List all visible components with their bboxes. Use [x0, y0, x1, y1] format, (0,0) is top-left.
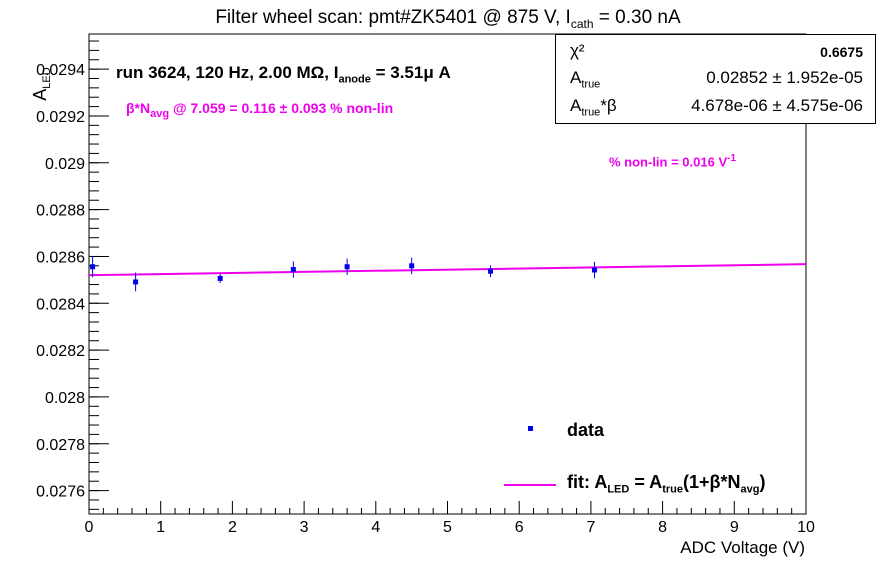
- x-tick-label: 1: [156, 519, 165, 536]
- x-tick-label: 6: [515, 519, 524, 536]
- data-point: [217, 275, 223, 281]
- beta-annotation: β*Navg @ 7.059 = 0.116 ± 0.093 % non-lin: [126, 100, 394, 120]
- legend: [504, 426, 556, 486]
- y-tick-label: 0.0276: [36, 484, 85, 501]
- x-tick-label: 0: [85, 519, 94, 536]
- fit-stats-box: χ² 0.6675 Atrue 0.02852 ± 1.952e-05 Atru…: [555, 34, 876, 124]
- y-tick-label: 0.028: [45, 390, 85, 407]
- svg-text:ALED: ALED: [30, 67, 53, 100]
- y-tick-label: 0.0278: [36, 437, 85, 454]
- y-tick-label: 0.0282: [36, 343, 85, 360]
- chart-title: Filter wheel scan: pmt#ZK5401 @ 875 V, I…: [215, 7, 681, 31]
- data-point: [344, 264, 350, 270]
- data-point: [90, 264, 96, 270]
- y-tick-label: 0.0294: [36, 62, 85, 79]
- y-tick-label: 0.0288: [36, 203, 85, 220]
- x-tick-label: 5: [443, 519, 452, 536]
- data-point: [133, 279, 139, 285]
- x-tick-label: 7: [586, 519, 595, 536]
- fit-line: [88, 263, 807, 277]
- data-point: [290, 267, 296, 273]
- y-tick-label: 0.029: [45, 156, 85, 173]
- x-tick-label: 3: [300, 519, 309, 536]
- y-tick-label: 0.0292: [36, 109, 85, 126]
- data-series: [90, 256, 597, 292]
- legend-fit-label: fit: ALED = Atrue(1+β*Navg): [567, 472, 766, 496]
- y-tick-label: 0.0286: [36, 249, 85, 266]
- y-axis: 0.0276 0.0278 0.028 0.0282 0.0284 0.0286 0.028…: [36, 40, 109, 510]
- x-tick-label: 10: [797, 519, 815, 536]
- x-tick-label: 2: [228, 519, 237, 536]
- legend-data-marker: [528, 426, 533, 431]
- x-tick-label: 8: [658, 519, 667, 536]
- run-info-annotation: run 3624, 120 Hz, 2.00 MΩ, Ianode = 3.51…: [116, 63, 451, 86]
- x-axis-label: ADC Voltage (V): [680, 538, 805, 557]
- x-tick-label: 9: [730, 519, 739, 536]
- data-point: [488, 268, 494, 274]
- x-tick-label: 4: [371, 519, 380, 536]
- y-axis-label: ALED: [30, 67, 53, 100]
- legend-data-label: data: [567, 420, 605, 440]
- fit-series: [88, 263, 807, 277]
- data-point: [591, 267, 597, 273]
- x-axis: 0 1 2 3 4 5 6 7 8 9 10: [85, 501, 815, 536]
- y-tick-label: 0.0284: [36, 296, 85, 313]
- nonlin-annotation: % non-lin = 0.016 V-1: [609, 153, 737, 170]
- data-point: [409, 263, 415, 269]
